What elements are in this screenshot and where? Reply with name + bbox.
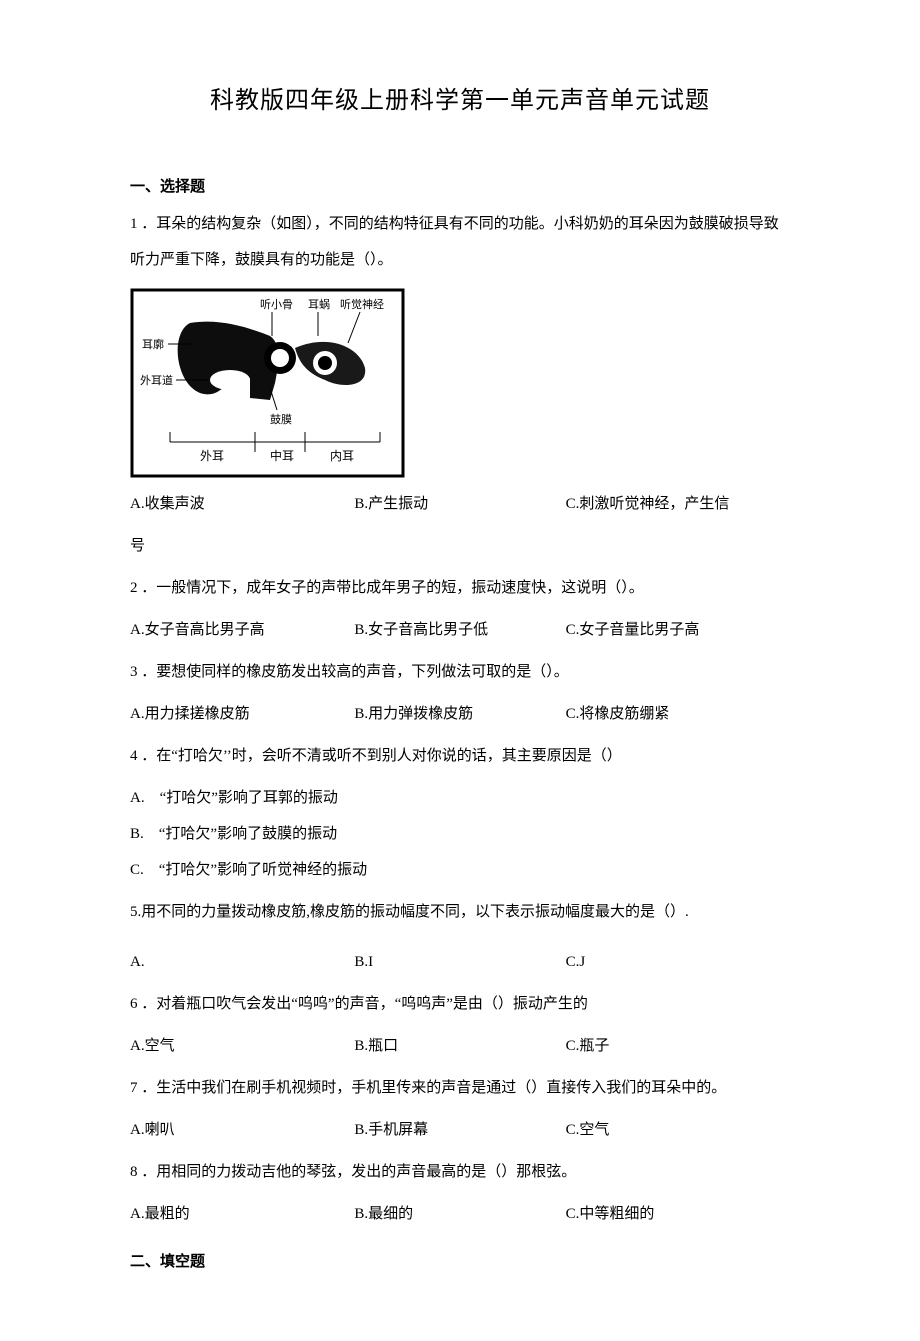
section-1-heading: 一、选择题 [130, 175, 790, 196]
q1-option-b: B.产生振动 [354, 486, 565, 522]
label-tingxiaogu: 听小骨 [260, 298, 293, 311]
q3-option-b: B.用力弹拨橡皮筋 [354, 696, 565, 732]
q6-option-b: B.瓶口 [354, 1028, 565, 1064]
question-4-text: 4 ．在“打哈欠’’时，会听不清或听不到别人对你说的话，其主要原因是（） [130, 748, 622, 764]
label-erwo: 耳蜗 [308, 298, 330, 311]
question-1-text: 1 ．耳朵的结构复杂（如图），不同的结构特征具有不同的功能。小科奶奶的耳朵因为鼓… [130, 206, 790, 278]
q7-option-c: C.空气 [566, 1112, 790, 1148]
label-neier: 内耳 [330, 449, 354, 463]
q2-option-c: C.女子音量比男子高 [566, 612, 790, 648]
q1-option-a: A.收集声波 [130, 486, 354, 522]
label-gumo: 鼓膜 [270, 412, 292, 426]
q8-option-c: C.中等粗细的 [566, 1196, 790, 1232]
question-8-text: 8 ．用相同的力拨动吉他的琴弦，发出的声音最高的是（）那根弦。 [130, 1164, 576, 1180]
question-5-options: A. B.I C.J [130, 944, 790, 980]
q1-option-c: C.刺激听觉神经，产生信 [566, 486, 790, 522]
question-2: 2 ．一般情况下，成年女子的声带比成年男子的短，振动速度快，这说明（）。 [130, 570, 790, 606]
question-2-options: A.女子音高比男子高 B.女子音高比男子低 C.女子音量比男子高 [130, 612, 790, 648]
label-zhonger: 中耳 [270, 448, 294, 463]
question-4: 4 ．在“打哈欠’’时，会听不清或听不到别人对你说的话，其主要原因是（） [130, 738, 790, 774]
q5-option-a: A. [130, 944, 354, 980]
section-2-heading: 二、填空题 [130, 1250, 790, 1271]
question-1-options: A.收集声波 B.产生振动 C.刺激听觉神经，产生信 [130, 486, 790, 522]
question-5-text: 5.用不同的力量拨动橡皮筋,橡皮筋的振动幅度不同，以下表示振动幅度最大的是（）. [130, 904, 689, 920]
q3-option-c: C.将橡皮筋绷紧 [566, 696, 790, 732]
q4-option-c: C. “打哈欠”影响了听觉神经的振动 [130, 852, 790, 888]
q3-option-a: A.用力揉搓橡皮筋 [130, 696, 354, 732]
question-3-options: A.用力揉搓橡皮筋 B.用力弹拨橡皮筋 C.将橡皮筋绷紧 [130, 696, 790, 732]
page-title: 科教版四年级上册科学第一单元声音单元试题 [130, 80, 790, 115]
question-2-text: 2 ．一般情况下，成年女子的声带比成年男子的短，振动速度快，这说明（）。 [130, 580, 644, 596]
q1-option-c-cont: 号 [130, 528, 790, 564]
q2-option-a: A.女子音高比男子高 [130, 612, 354, 648]
q8-option-b: B.最细的 [354, 1196, 565, 1232]
q8-option-a: A.最粗的 [130, 1196, 354, 1232]
question-5: 5.用不同的力量拨动橡皮筋,橡皮筋的振动幅度不同，以下表示振动幅度最大的是（）. [130, 894, 790, 930]
q4-option-a: A. “打哈欠”影响了耳郭的振动 [130, 780, 790, 816]
q6-option-a: A.空气 [130, 1028, 354, 1064]
question-7: 7 ．生活中我们在刷手机视频时，手机里传来的声音是通过（）直接传入我们的耳朵中的… [130, 1070, 790, 1106]
question-8-options: A.最粗的 B.最细的 C.中等粗细的 [130, 1196, 790, 1232]
question-1: 1 ．耳朵的结构复杂（如图），不同的结构特征具有不同的功能。小科奶奶的耳朵因为鼓… [130, 206, 790, 278]
q5-option-c: C.J [566, 944, 790, 980]
label-waier: 外耳 [200, 449, 224, 463]
label-shenjing: 听觉神经 [340, 297, 384, 311]
q6-option-c: C.瓶子 [566, 1028, 790, 1064]
question-6: 6 ．对着瓶口吹气会发出“呜呜”的声音，“呜呜声”是由（）振动产生的 [130, 986, 790, 1022]
question-8: 8 ．用相同的力拨动吉他的琴弦，发出的声音最高的是（）那根弦。 [130, 1154, 790, 1190]
q2-option-b: B.女子音高比男子低 [354, 612, 565, 648]
label-erkuo: 耳廓 [142, 337, 164, 351]
q7-option-a: A.喇叭 [130, 1112, 354, 1148]
question-3-text: 3 ．要想使同样的橡皮筋发出较高的声音，下列做法可取的是（）。 [130, 664, 569, 680]
question-7-text: 7 ．生活中我们在刷手机视频时，手机里传来的声音是通过（）直接传入我们的耳朵中的… [130, 1080, 726, 1096]
q4-option-b: B. “打哈欠”影响了鼓膜的振动 [130, 816, 790, 852]
document-page: 科教版四年级上册科学第一单元声音单元试题 一、选择题 1 ．耳朵的结构复杂（如图… [0, 0, 920, 1341]
question-6-text: 6 ．对着瓶口吹气会发出“呜呜”的声音，“呜呜声”是由（）振动产生的 [130, 996, 588, 1012]
q5-option-b: B.I [354, 944, 565, 980]
q7-option-b: B.手机屏幕 [354, 1112, 565, 1148]
label-waierdao: 外耳道 [140, 373, 173, 387]
question-6-options: A.空气 B.瓶口 C.瓶子 [130, 1028, 790, 1064]
question-7-options: A.喇叭 B.手机屏幕 C.空气 [130, 1112, 790, 1148]
question-3: 3 ．要想使同样的橡皮筋发出较高的声音，下列做法可取的是（）。 [130, 654, 790, 690]
ear-diagram: 听小骨 耳蜗 听觉神经 耳廓 外耳道 鼓膜 [130, 288, 790, 478]
